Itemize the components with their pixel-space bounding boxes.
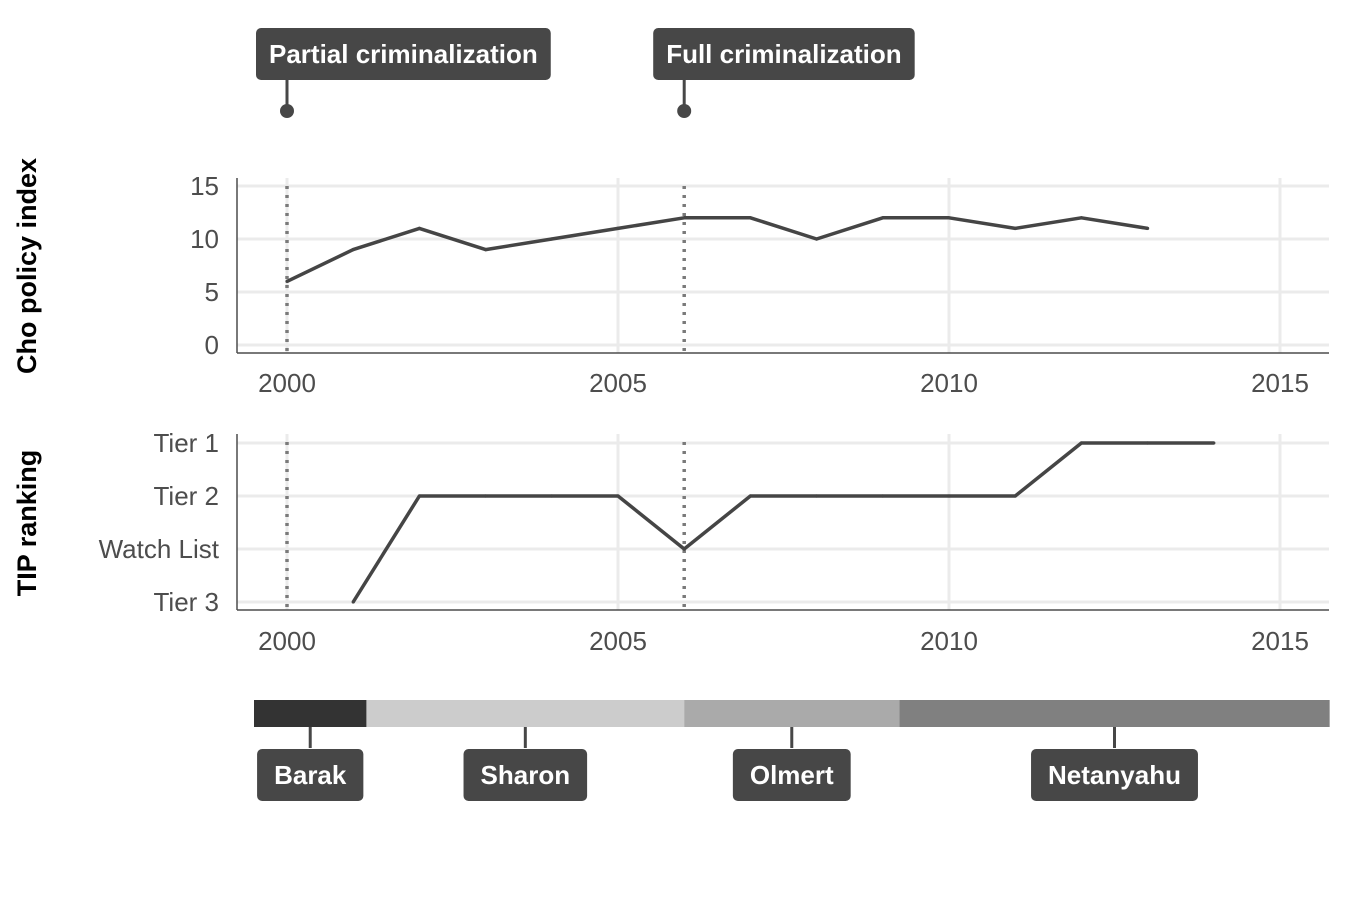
leader-name: Netanyahu: [1048, 760, 1181, 790]
line-layer: [285, 216, 1216, 604]
leader-bar-segment: [684, 700, 900, 727]
event-annotation: Full criminalization: [653, 28, 915, 118]
y-tick-label-tip: Watch List: [99, 534, 220, 564]
data-point-cho: [417, 226, 421, 230]
data-point-tip: [881, 494, 885, 498]
event-label: Full criminalization: [666, 39, 901, 69]
data-point-cho: [616, 226, 620, 230]
data-point-tip: [417, 494, 421, 498]
y-axis-label-tip: TIP ranking: [12, 450, 42, 597]
x-tick-label-tip: 2005: [589, 626, 647, 656]
x-tick-label-tip: 2000: [258, 626, 316, 656]
y-tick-label-cho: 15: [190, 171, 219, 201]
data-point-tip: [351, 600, 355, 604]
event-label-box: [653, 28, 915, 80]
leader-name: Olmert: [750, 760, 834, 790]
data-point-cho: [285, 279, 289, 283]
data-point-tip: [1079, 441, 1083, 445]
leader-name: Sharon: [481, 760, 571, 790]
leader-label: Netanyahu: [1031, 749, 1198, 801]
leader-bar-segment: [899, 700, 1330, 727]
data-point-tip: [815, 494, 819, 498]
y-tick-label-cho: 5: [205, 277, 219, 307]
data-point-tip: [1146, 441, 1150, 445]
event-annotation: Partial criminalization: [256, 28, 551, 118]
leader-bar-segment: [366, 700, 685, 727]
event-marker: [677, 104, 692, 118]
data-point-tip: [748, 494, 753, 498]
data-point-tip: [1013, 494, 1017, 498]
data-point-cho: [1146, 226, 1150, 230]
leader-label: Sharon: [463, 749, 588, 801]
x-tick-label-tip: 2015: [1251, 626, 1309, 656]
series-line-cho: [286, 216, 1148, 283]
leader-label-box: [732, 749, 851, 801]
y-tick-label-tip: Tier 3: [154, 587, 220, 617]
data-point-cho: [881, 216, 885, 220]
event-label-box: [256, 28, 551, 80]
y-tick-label-cho: 0: [205, 330, 219, 360]
y-tick-label-tip: Tier 2: [154, 481, 220, 511]
x-tick-label-tip: 2010: [920, 626, 978, 656]
series-line-tip: [351, 441, 1214, 603]
event-annotations-layer: Partial criminalization Full criminalizat…: [256, 28, 915, 118]
leader-label: Barak: [257, 749, 364, 801]
data-point-tip: [947, 494, 951, 498]
data-point-cho: [1013, 226, 1017, 230]
data-point-cho: [815, 237, 819, 241]
y-axis-label-cho: Cho policy index: [12, 158, 42, 374]
tick-labels-layer: 0 5 10 15 2000 2005 2010 2015 Tier 3 Watch List Ti…: [99, 171, 1309, 656]
event-marker: [280, 104, 294, 118]
leader-bar-segment: [254, 700, 367, 727]
x-tick-label-cho: 2010: [920, 368, 978, 398]
y-tick-label-cho: 10: [190, 224, 219, 254]
data-point-cho: [748, 216, 753, 220]
x-tick-label-cho: 2005: [589, 368, 647, 398]
data-point-cho: [1079, 216, 1083, 220]
data-point-cho: [947, 216, 951, 220]
x-tick-label-cho: 2015: [1251, 368, 1309, 398]
leaders-timeline-layer: Barak Sharon Olmert Netanyahu: [254, 700, 1330, 801]
data-point-tip: [1212, 441, 1216, 445]
reference-lines-layer: [285, 186, 686, 610]
event-label: Partial criminalization: [269, 39, 538, 69]
leader-label-box: [463, 749, 588, 801]
data-point-tip: [682, 547, 686, 551]
axis-layer: [236, 178, 1329, 611]
data-point-tip: [550, 494, 554, 498]
data-point-tip: [616, 494, 620, 498]
y-tick-label-tip: Tier 1: [154, 428, 220, 458]
data-point-cho: [351, 248, 355, 252]
data-point-tip: [484, 494, 488, 498]
grid-layer: [237, 178, 1329, 610]
data-point-cho: [550, 237, 554, 241]
x-tick-label-cho: 2000: [258, 368, 316, 398]
leader-name: Barak: [274, 760, 347, 790]
leader-label-box: [257, 749, 364, 801]
leader-label: Olmert: [732, 749, 851, 801]
leader-label-box: [1031, 749, 1198, 801]
data-point-cho: [682, 216, 686, 220]
data-point-cho: [484, 248, 488, 252]
